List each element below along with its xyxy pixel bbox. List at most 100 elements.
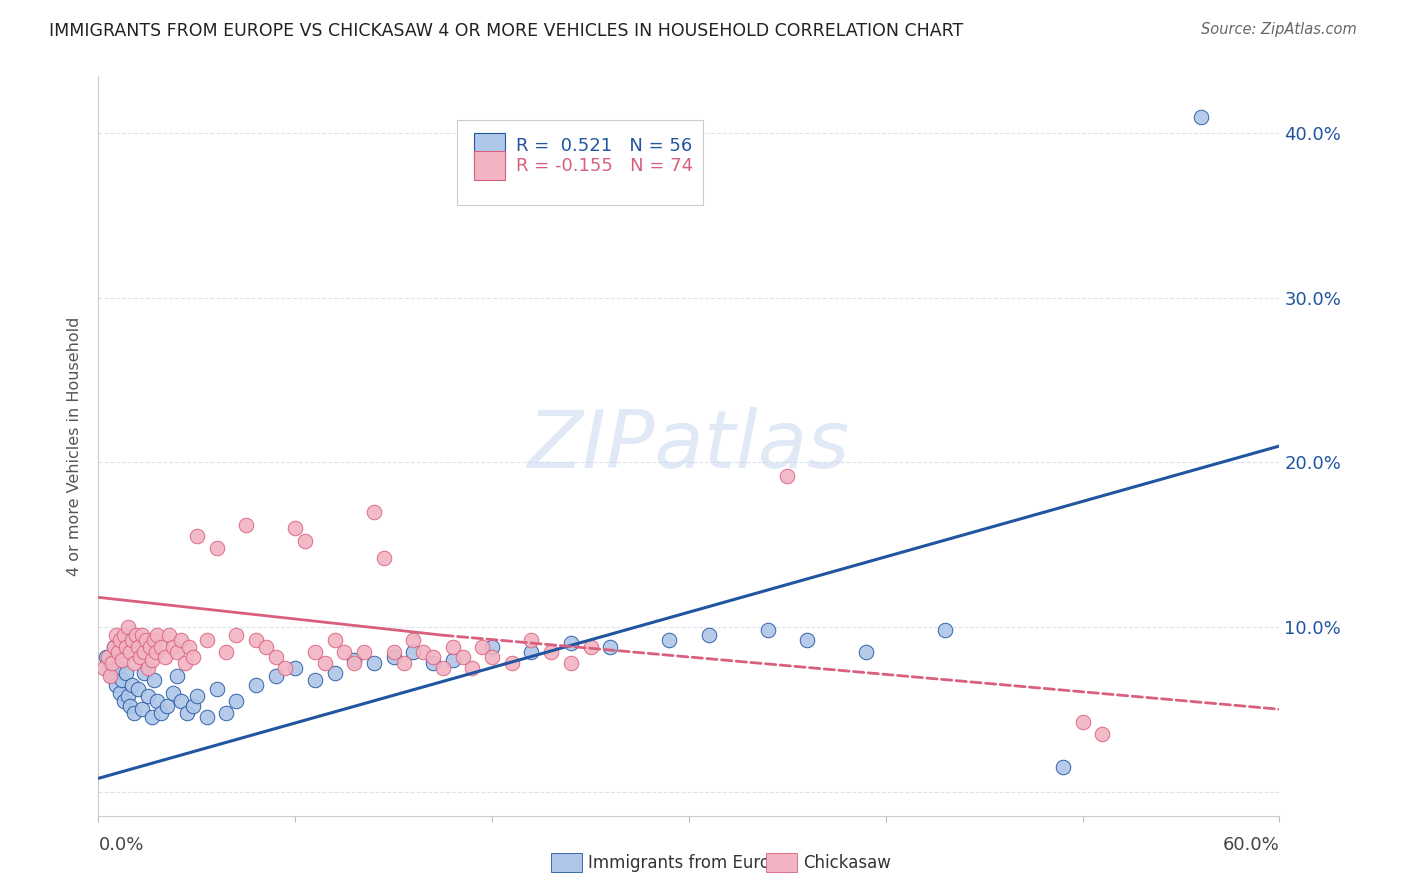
- Point: [141, 710, 163, 724]
- Point: [373, 550, 395, 565]
- Point: [1189, 110, 1212, 124]
- Point: [136, 661, 159, 675]
- Point: [432, 661, 454, 675]
- Point: [599, 640, 621, 654]
- Point: [186, 689, 208, 703]
- Point: [1071, 715, 1094, 730]
- Point: [323, 666, 346, 681]
- Point: [111, 653, 134, 667]
- Point: [579, 640, 602, 654]
- Point: [855, 645, 877, 659]
- Point: [117, 689, 139, 703]
- Point: [128, 649, 150, 664]
- Point: [121, 633, 143, 648]
- Point: [118, 645, 141, 659]
- Point: [155, 649, 177, 664]
- Point: [382, 649, 405, 664]
- Point: [363, 505, 385, 519]
- Point: [392, 656, 415, 670]
- Point: [245, 677, 267, 691]
- Point: [215, 706, 238, 720]
- Point: [105, 677, 128, 691]
- Point: [756, 624, 779, 638]
- Text: R =  0.521   N = 56: R = 0.521 N = 56: [516, 137, 692, 155]
- Point: [195, 633, 218, 648]
- Point: [520, 645, 543, 659]
- Point: [402, 633, 425, 648]
- Point: [658, 633, 681, 648]
- Point: [225, 694, 247, 708]
- Point: [205, 541, 228, 555]
- Point: [136, 689, 159, 703]
- Point: [323, 633, 346, 648]
- Point: [382, 645, 405, 659]
- Point: [105, 628, 128, 642]
- Point: [264, 649, 287, 664]
- Point: [146, 628, 169, 642]
- Point: [934, 624, 956, 638]
- Text: 60.0%: 60.0%: [1223, 836, 1279, 854]
- Point: [174, 656, 197, 670]
- Point: [560, 636, 582, 650]
- Point: [108, 633, 131, 648]
- Point: [314, 656, 336, 670]
- Point: [122, 656, 145, 670]
- Point: [111, 673, 134, 687]
- Point: [441, 653, 464, 667]
- Point: [697, 628, 720, 642]
- Point: [177, 640, 200, 654]
- Point: [108, 686, 131, 700]
- Point: [441, 640, 464, 654]
- Text: Immigrants from Europe: Immigrants from Europe: [588, 854, 790, 871]
- Point: [363, 656, 385, 670]
- Point: [412, 645, 434, 659]
- Y-axis label: 4 or more Vehicles in Household: 4 or more Vehicles in Household: [67, 317, 83, 575]
- Point: [157, 628, 180, 642]
- Point: [96, 649, 118, 664]
- Point: [146, 694, 169, 708]
- Point: [215, 645, 238, 659]
- Text: 0.0%: 0.0%: [98, 836, 143, 854]
- Point: [162, 686, 184, 700]
- Point: [294, 534, 316, 549]
- Point: [343, 653, 366, 667]
- Text: R = -0.155   N = 74: R = -0.155 N = 74: [516, 156, 693, 175]
- Point: [132, 666, 155, 681]
- Point: [115, 666, 138, 681]
- Point: [186, 529, 208, 543]
- Point: [284, 661, 307, 675]
- Text: Source: ZipAtlas.com: Source: ZipAtlas.com: [1201, 22, 1357, 37]
- Point: [103, 640, 125, 654]
- Point: [170, 694, 193, 708]
- Point: [127, 640, 149, 654]
- Point: [156, 698, 179, 713]
- Point: [166, 669, 188, 683]
- Point: [142, 673, 165, 687]
- Point: [796, 633, 818, 648]
- Point: [150, 640, 173, 654]
- Point: [135, 633, 157, 648]
- Text: IMMIGRANTS FROM EUROPE VS CHICKASAW 4 OR MORE VEHICLES IN HOUSEHOLD CORRELATION : IMMIGRANTS FROM EUROPE VS CHICKASAW 4 OR…: [49, 22, 963, 40]
- Point: [254, 640, 277, 654]
- Point: [103, 640, 125, 654]
- Point: [245, 633, 267, 648]
- Point: [422, 656, 444, 670]
- Point: [125, 628, 148, 642]
- Point: [402, 645, 425, 659]
- Point: [451, 649, 474, 664]
- Point: [98, 669, 121, 683]
- Point: [422, 649, 444, 664]
- Point: [1091, 727, 1114, 741]
- Point: [162, 640, 184, 654]
- Point: [225, 628, 247, 642]
- Point: [264, 669, 287, 683]
- Point: [131, 628, 153, 642]
- Point: [112, 694, 135, 708]
- Point: [343, 656, 366, 670]
- Point: [117, 620, 139, 634]
- Point: [142, 633, 165, 648]
- Point: [118, 698, 141, 713]
- Point: [304, 673, 326, 687]
- Point: [150, 706, 173, 720]
- Point: [540, 645, 562, 659]
